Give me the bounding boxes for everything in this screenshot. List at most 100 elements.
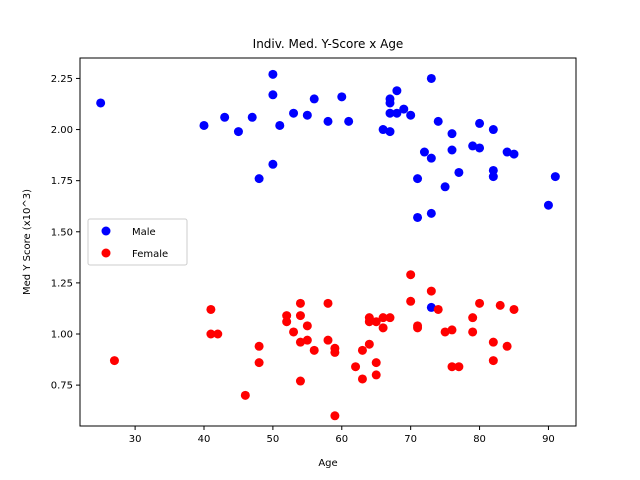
point-female xyxy=(413,323,423,333)
point-male xyxy=(550,172,560,182)
y-tick-label: 2.25 xyxy=(51,74,73,85)
point-male xyxy=(502,147,512,157)
point-male xyxy=(426,208,436,218)
y-tick-label: 1.75 xyxy=(51,176,73,187)
point-male xyxy=(406,110,416,120)
chart-title: Indiv. Med. Y-Score x Age xyxy=(253,37,404,51)
point-male xyxy=(268,69,278,79)
point-female xyxy=(289,327,299,337)
point-female xyxy=(406,296,416,306)
x-tick-label: 90 xyxy=(542,434,555,445)
point-female xyxy=(295,376,305,386)
point-male xyxy=(254,174,264,184)
legend-marker-male xyxy=(101,226,111,236)
point-female xyxy=(468,313,478,323)
point-female xyxy=(509,304,519,314)
point-male xyxy=(488,125,498,135)
point-male xyxy=(289,108,299,118)
point-male xyxy=(447,129,457,139)
x-tick-label: 40 xyxy=(198,434,211,445)
point-male xyxy=(275,120,285,130)
point-male xyxy=(309,94,319,104)
point-male xyxy=(447,145,457,155)
point-male xyxy=(385,98,395,108)
point-male xyxy=(475,143,485,153)
point-female xyxy=(240,390,250,400)
point-female xyxy=(378,323,388,333)
point-male xyxy=(543,200,553,210)
point-female xyxy=(488,337,498,347)
point-female xyxy=(440,327,450,337)
points-layer xyxy=(96,69,560,421)
point-female xyxy=(364,317,374,327)
legend-label-male: Male xyxy=(132,227,156,238)
point-female xyxy=(282,317,292,327)
point-female xyxy=(447,325,457,335)
point-female xyxy=(351,362,361,372)
point-female xyxy=(357,374,367,384)
point-male xyxy=(440,182,450,192)
point-female xyxy=(488,356,498,366)
point-male xyxy=(419,147,429,157)
y-tick-label: 1.00 xyxy=(51,330,73,341)
point-female xyxy=(206,329,216,339)
point-female xyxy=(502,341,512,351)
point-female xyxy=(426,286,436,296)
y-tick-label: 1.50 xyxy=(51,227,73,238)
point-female xyxy=(295,298,305,308)
x-tick-label: 30 xyxy=(129,434,142,445)
point-female xyxy=(357,345,367,355)
point-male xyxy=(392,108,402,118)
point-female xyxy=(364,339,374,349)
point-female xyxy=(309,345,319,355)
point-male xyxy=(220,112,230,122)
point-female xyxy=(323,335,333,345)
point-female xyxy=(371,358,381,368)
point-male xyxy=(399,104,409,114)
point-female xyxy=(330,411,340,421)
y-axis-ticks: 0.75 1.00 1.25 1.50 1.75 2.00 2.25 xyxy=(51,74,80,392)
point-male xyxy=(392,86,402,96)
point-female xyxy=(385,313,395,323)
point-male xyxy=(426,302,436,312)
point-female xyxy=(371,370,381,380)
legend-label-female: Female xyxy=(132,249,168,260)
x-tick-label: 70 xyxy=(404,434,417,445)
point-male xyxy=(433,116,443,126)
point-male xyxy=(268,159,278,169)
point-female xyxy=(378,313,388,323)
point-female xyxy=(295,311,305,321)
point-female xyxy=(302,321,312,331)
point-female xyxy=(371,317,381,327)
point-female xyxy=(495,300,505,310)
point-female xyxy=(254,358,264,368)
point-female xyxy=(206,304,216,314)
point-male xyxy=(426,153,436,163)
point-male xyxy=(302,110,312,120)
y-axis-label: Med Y Score (x10^3) xyxy=(22,189,33,295)
legend-box xyxy=(87,218,188,266)
point-female xyxy=(323,298,333,308)
point-male xyxy=(323,116,333,126)
point-male xyxy=(385,127,395,137)
point-female xyxy=(475,298,485,308)
point-female xyxy=(454,362,464,372)
point-male xyxy=(96,98,106,108)
point-female xyxy=(447,362,457,372)
point-male xyxy=(233,127,243,137)
point-female xyxy=(302,335,312,345)
point-male xyxy=(468,141,478,151)
point-male xyxy=(199,120,209,130)
point-male xyxy=(488,172,498,182)
x-tick-label: 60 xyxy=(335,434,348,445)
point-male xyxy=(268,90,278,100)
y-tick-label: 2.00 xyxy=(51,125,73,136)
point-male xyxy=(413,212,423,222)
point-male xyxy=(454,167,464,177)
x-axis-ticks: 30 40 50 60 70 80 90 xyxy=(129,426,555,445)
legend: Male Female xyxy=(87,218,188,266)
point-female xyxy=(213,329,223,339)
point-male xyxy=(378,125,388,135)
point-male xyxy=(247,112,257,122)
point-male xyxy=(413,174,423,184)
